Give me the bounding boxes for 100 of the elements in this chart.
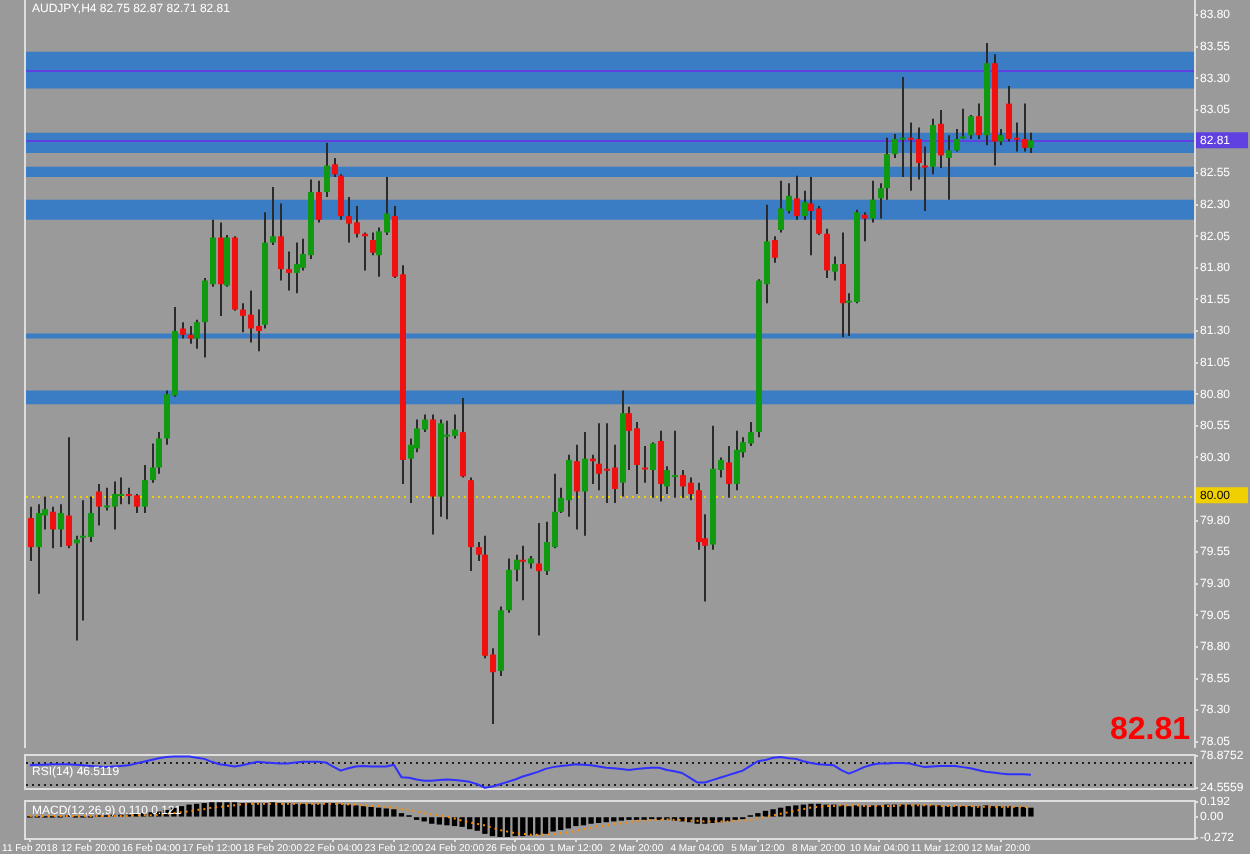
bar xyxy=(853,805,860,817)
bar xyxy=(702,817,708,824)
candlestick xyxy=(680,469,686,499)
candlestick xyxy=(892,132,898,159)
bar xyxy=(815,803,822,817)
bar xyxy=(542,817,549,834)
bar xyxy=(937,805,943,817)
candlestick xyxy=(96,482,102,527)
bar xyxy=(808,803,814,817)
candlestick xyxy=(726,445,732,499)
bar xyxy=(436,817,443,825)
bar xyxy=(588,817,594,824)
candlestick xyxy=(612,443,618,504)
bar xyxy=(1013,806,1019,817)
bar xyxy=(944,806,951,817)
bar xyxy=(391,809,397,817)
candlestick xyxy=(112,480,118,531)
candlestick xyxy=(840,231,846,339)
candlestick xyxy=(50,505,56,550)
bar xyxy=(300,803,306,817)
candlestick xyxy=(604,422,610,504)
bar xyxy=(277,803,283,817)
bar xyxy=(345,804,351,817)
bar xyxy=(1028,807,1034,817)
bar xyxy=(247,803,253,817)
bar xyxy=(846,806,852,817)
bar xyxy=(770,809,776,817)
bar xyxy=(338,803,344,817)
bar xyxy=(459,817,465,827)
candlestick xyxy=(316,179,322,224)
candlestick xyxy=(536,522,542,637)
bar xyxy=(353,805,359,817)
candlestick xyxy=(218,221,224,317)
candlestick xyxy=(248,289,254,344)
candlestick xyxy=(574,443,580,531)
candlestick xyxy=(66,436,72,550)
candlestick xyxy=(194,318,200,350)
bar xyxy=(1020,806,1027,817)
candlestick xyxy=(346,196,352,244)
candlestick xyxy=(946,134,952,201)
bar xyxy=(565,817,571,829)
bar xyxy=(717,817,723,823)
bar xyxy=(209,802,215,817)
candlestick xyxy=(544,520,550,576)
bar xyxy=(504,817,511,837)
candlestick xyxy=(354,204,360,239)
candlestick xyxy=(452,413,458,440)
candlestick xyxy=(816,204,822,237)
candlestick xyxy=(240,302,246,334)
candlestick xyxy=(270,186,276,247)
bar xyxy=(785,806,791,817)
bar xyxy=(520,817,526,837)
candlestick xyxy=(134,493,140,514)
candlestick xyxy=(650,441,656,499)
candlestick xyxy=(658,429,664,503)
candlestick xyxy=(58,503,64,549)
candlestick xyxy=(748,421,754,448)
bar xyxy=(990,806,996,817)
bar xyxy=(474,817,480,831)
bar xyxy=(709,817,716,823)
bar xyxy=(330,803,336,817)
candlestick xyxy=(36,503,42,595)
candlestick xyxy=(596,422,602,492)
candlestick xyxy=(808,175,814,257)
candlestick xyxy=(286,250,292,292)
candlestick xyxy=(930,117,936,176)
bar xyxy=(762,810,769,817)
bar xyxy=(952,806,958,817)
candlestick xyxy=(794,174,800,221)
candlestick xyxy=(870,179,876,224)
bar xyxy=(231,802,238,817)
bar xyxy=(527,817,534,836)
candlestick xyxy=(976,102,982,140)
candlestick xyxy=(734,429,740,492)
candlestick xyxy=(142,463,148,514)
bar xyxy=(186,804,192,817)
candlestick xyxy=(1022,102,1028,153)
bar xyxy=(376,807,382,817)
candlestick xyxy=(900,76,906,178)
bar xyxy=(201,803,207,817)
candlestick xyxy=(444,419,450,521)
candlestick xyxy=(294,241,300,295)
candlestick xyxy=(954,127,960,153)
candlestick xyxy=(862,211,868,243)
bar xyxy=(967,806,973,817)
bar xyxy=(497,817,503,837)
bar xyxy=(793,805,799,817)
bar xyxy=(838,805,844,817)
bar xyxy=(975,806,981,817)
bar xyxy=(535,817,541,835)
bar xyxy=(239,803,245,817)
candlestick xyxy=(772,235,778,264)
candlestick xyxy=(672,429,678,499)
bar xyxy=(292,803,298,817)
bar xyxy=(315,803,321,817)
bar xyxy=(285,803,291,817)
bar xyxy=(558,817,564,830)
bar xyxy=(262,803,268,817)
bar xyxy=(869,805,875,817)
bar xyxy=(193,803,200,817)
